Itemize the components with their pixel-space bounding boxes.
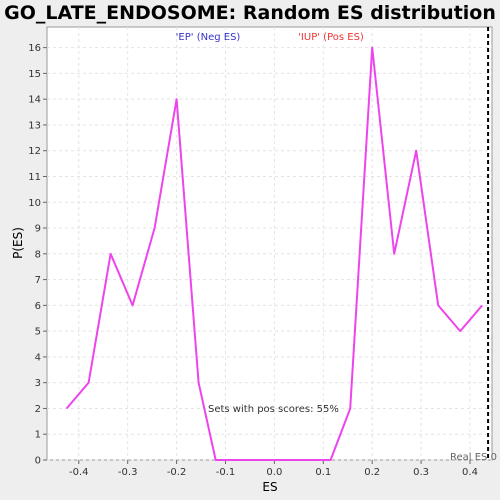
y-tick-label: 14 <box>28 95 41 106</box>
pos-scores-annotation: Sets with pos scores: 55% <box>208 404 339 415</box>
y-tick-label: 2 <box>35 404 41 415</box>
chart-title: GO_LATE_ENDOSOME: Random ES distribution <box>4 2 496 24</box>
x-tick-label: -0.3 <box>118 467 138 478</box>
series-line <box>65 46 483 461</box>
x-tick-label: -0.2 <box>167 467 187 478</box>
x-axis-label: ES <box>262 480 277 494</box>
y-axis-label: P(ES) <box>11 227 25 259</box>
real-es-label: Real ES 0 <box>450 452 497 463</box>
x-tick-label: -0.1 <box>216 467 236 478</box>
y-tick-label: 8 <box>35 249 41 260</box>
x-tick-label: 0.2 <box>364 467 380 478</box>
x-tick-label: 0.3 <box>413 467 429 478</box>
pos-es-label: 'IUP' (Pos ES) <box>298 32 364 43</box>
y-tick-label: 5 <box>35 327 41 338</box>
x-tick-label: 0.0 <box>266 467 282 478</box>
x-tick-label: 0.1 <box>315 467 331 478</box>
neg-es-label: 'EP' (Neg ES) <box>176 32 241 43</box>
y-tick-label: 15 <box>28 69 41 80</box>
y-tick-label: 4 <box>35 352 41 363</box>
y-tick-label: 1 <box>35 430 41 441</box>
y-tick-label: 16 <box>28 43 41 54</box>
y-tick-label: 7 <box>35 275 41 286</box>
y-tick-label: 11 <box>28 172 41 183</box>
y-tick-label: 0 <box>35 456 41 467</box>
x-tick-label: 0.4 <box>462 467 478 478</box>
x-tick-label: -0.4 <box>69 467 89 478</box>
y-tick-label: 3 <box>35 378 41 389</box>
y-tick-label: 12 <box>28 146 41 157</box>
y-tick-label: 6 <box>35 301 41 312</box>
y-tick-label: 10 <box>28 198 41 209</box>
plot-area <box>46 26 493 461</box>
y-tick-label: 9 <box>35 224 41 235</box>
series-layer <box>65 27 490 461</box>
y-tick-label: 13 <box>28 120 41 131</box>
